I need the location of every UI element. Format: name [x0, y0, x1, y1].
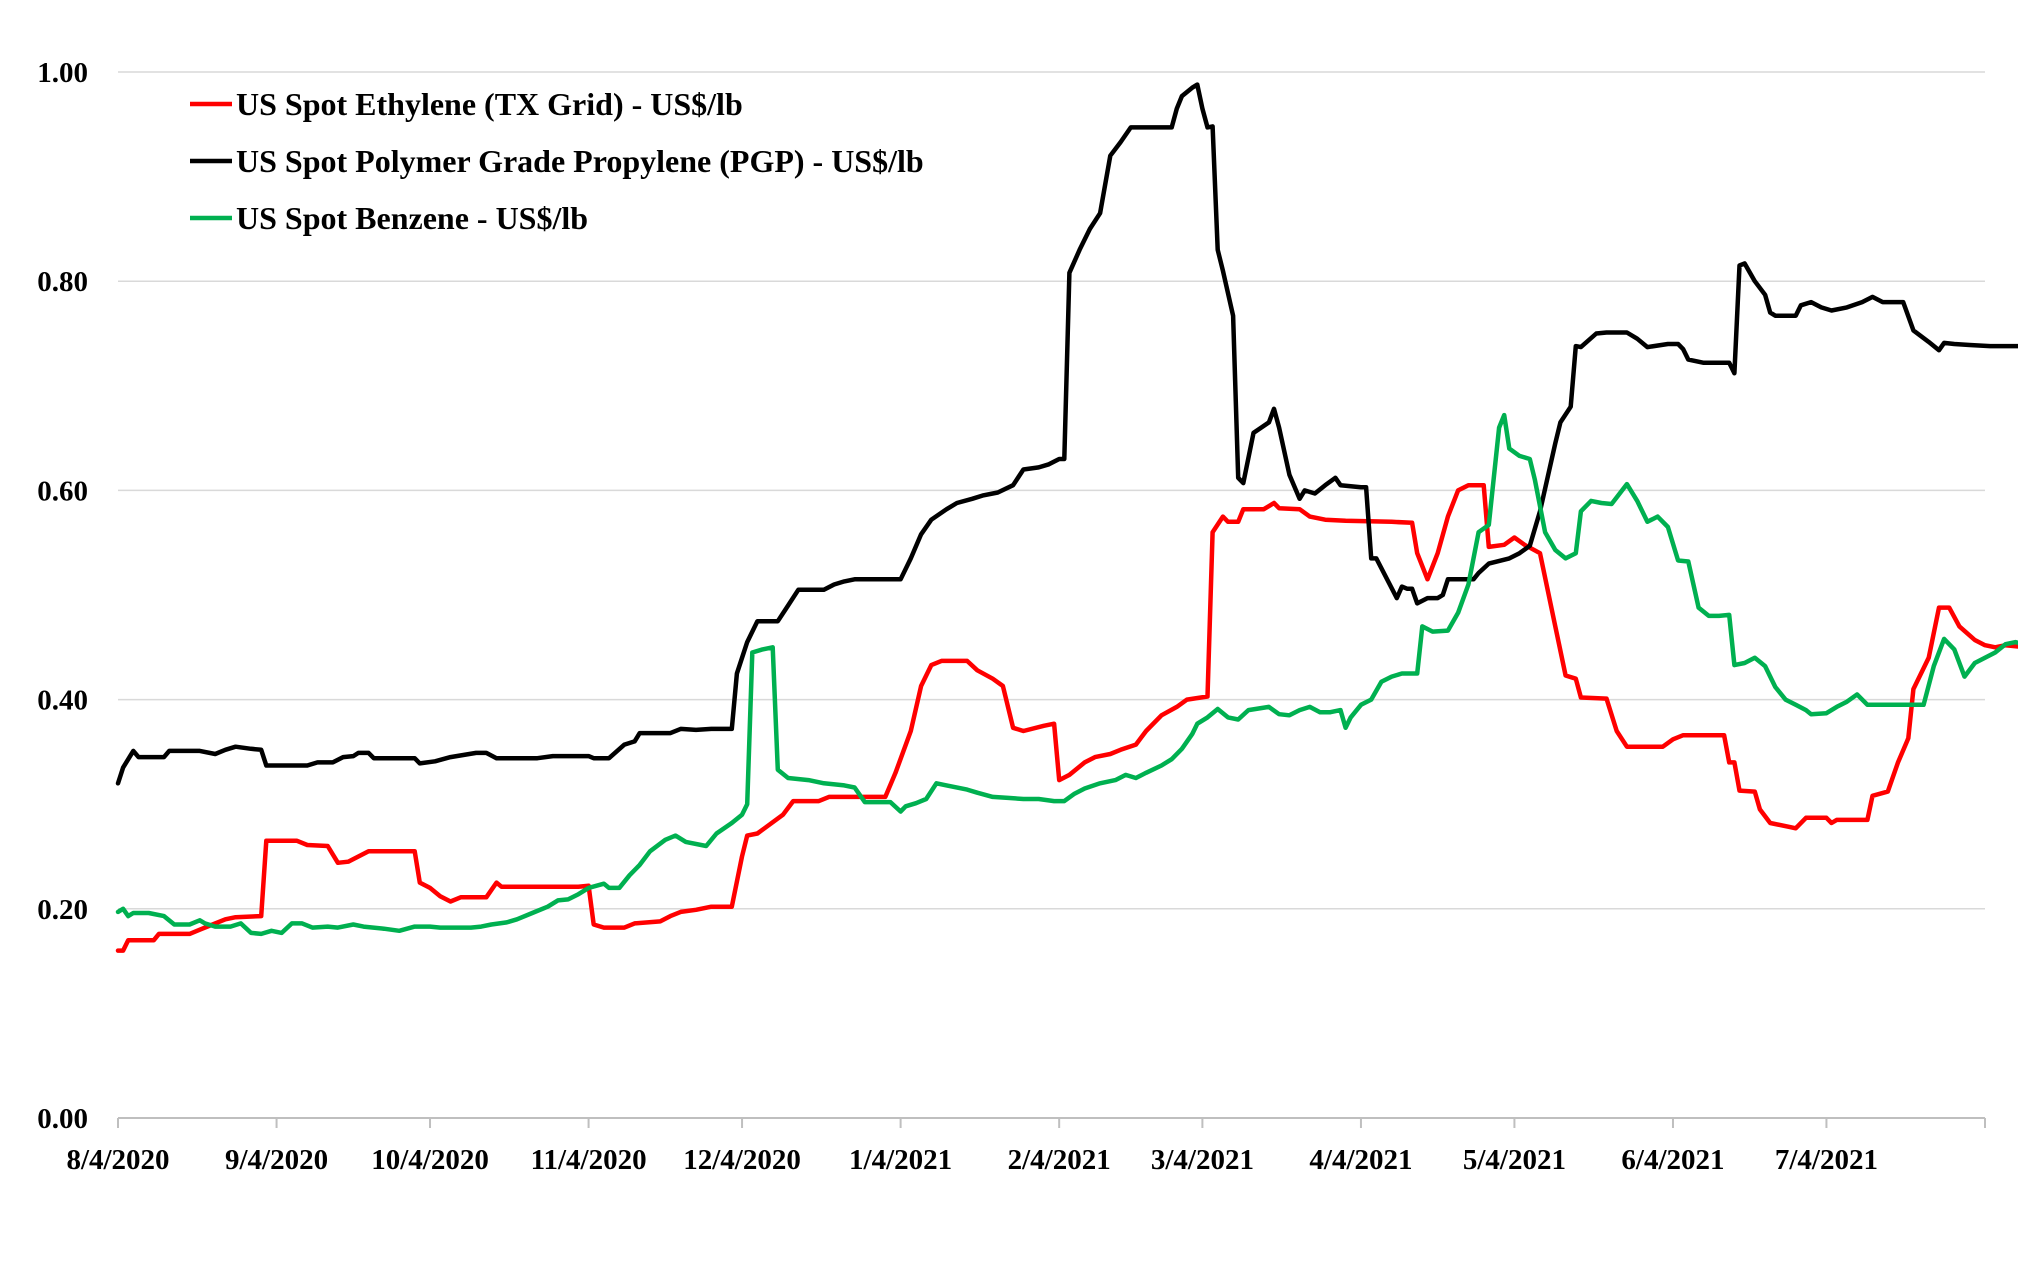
y-tick-label: 0.20: [37, 894, 88, 926]
y-tick-label: 0.60: [37, 475, 88, 507]
x-tick-label: 3/4/2021: [1151, 1144, 1254, 1176]
x-tick-label: 5/4/2021: [1463, 1144, 1566, 1176]
y-tick-label: 1.00: [37, 57, 88, 89]
y-tick-label: 0.40: [37, 685, 88, 717]
series-lines: [115, 82, 2018, 953]
y-tick-label: 0.00: [37, 1103, 88, 1135]
x-tick-label: 1/4/2021: [849, 1144, 952, 1176]
x-tick-label: 9/4/2020: [225, 1144, 328, 1176]
legend-label: US Spot Benzene - US$/lb: [236, 200, 588, 236]
legend-label: US Spot Ethylene (TX Grid) - US$/lb: [236, 86, 743, 122]
x-tick-label: 11/4/2020: [531, 1144, 647, 1176]
series-line-1: [115, 82, 2018, 786]
x-tick-label: 12/4/2020: [683, 1144, 801, 1176]
x-tick-label: 4/4/2021: [1309, 1144, 1412, 1176]
y-tick-label: 0.80: [37, 266, 88, 298]
legend-label: US Spot Polymer Grade Propylene (PGP) - …: [236, 143, 924, 179]
x-tick-label: 7/4/2021: [1775, 1144, 1878, 1176]
x-tick-label: 8/4/2020: [66, 1144, 169, 1176]
x-tick-label: 6/4/2021: [1621, 1144, 1724, 1176]
series-line-2: [115, 412, 2018, 937]
legend: US Spot Ethylene (TX Grid) - US$/lb US Sp…: [190, 86, 924, 236]
axes: [117, 1117, 1986, 1128]
x-tick-label: 10/4/2020: [371, 1144, 489, 1176]
gridlines: [118, 71, 1985, 910]
series-line-0: [115, 482, 2018, 953]
x-tick-label: 2/4/2021: [1008, 1144, 1111, 1176]
tick-labels: 0.00 0.20 0.40 0.60 0.80 1.00 8/4/2020 9/4/2020…: [37, 57, 1878, 1176]
